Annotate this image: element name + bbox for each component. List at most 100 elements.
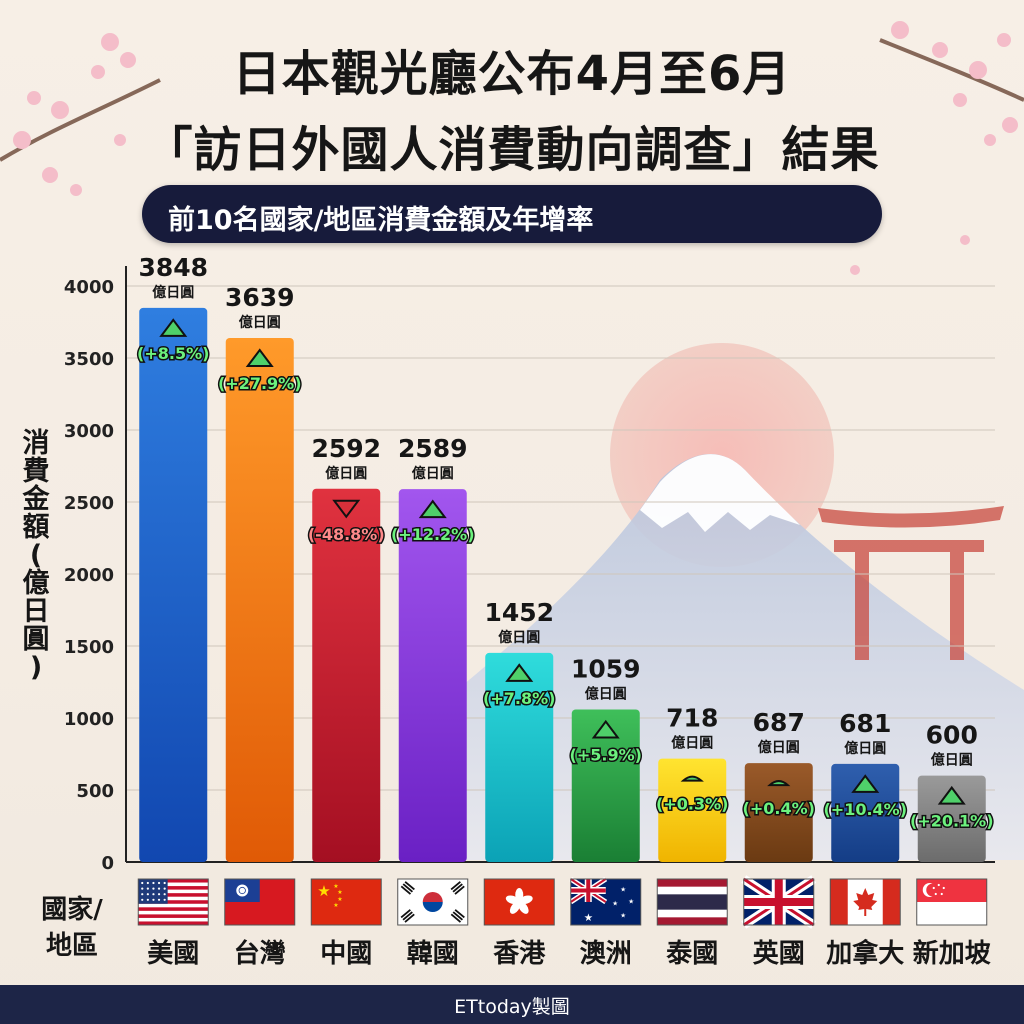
growth-down-arrow: [332, 499, 361, 519]
growth-up-arrow: [159, 318, 188, 337]
growth-up-arrow: [418, 499, 447, 519]
y-axis-label-char: 日: [23, 596, 50, 627]
bar: [485, 652, 554, 862]
bar-unit-label: 億日圓: [671, 735, 713, 752]
y-tick-label: 4000: [64, 277, 114, 298]
growth-label: (+27.9%): [218, 374, 302, 393]
bar: [139, 307, 208, 862]
bar-value-label: 3639: [225, 283, 295, 312]
category-label: 香港: [493, 939, 546, 969]
australia-flag-icon: ★★★★★: [569, 876, 642, 926]
bar-value-label: 681: [839, 709, 891, 738]
category-label: 泰國: [666, 939, 718, 969]
growth-up-arrow: [937, 785, 966, 805]
category-label: 韓國: [407, 939, 459, 969]
taiwan-flag-icon: [224, 878, 296, 926]
hongkong-flag-icon: [483, 878, 555, 926]
x-axis-label-line2: 地區: [46, 931, 98, 961]
y-tick-label: 0: [101, 853, 114, 874]
bar: [312, 488, 381, 862]
bar-value-label: 718: [666, 704, 718, 733]
torii-gate: [818, 506, 1004, 660]
bar-unit-label: 億日圓: [325, 465, 367, 482]
growth-up-arrow: [591, 719, 620, 739]
y-axis-label-char: 費: [23, 456, 50, 487]
footer-bar: [0, 985, 1024, 1024]
bar-value-label: 1452: [484, 598, 554, 627]
growth-up-arrow: [505, 663, 534, 682]
y-axis-label-char: (: [30, 540, 42, 571]
thailand-flag-icon: [656, 878, 728, 926]
category-label: 澳洲: [580, 939, 632, 969]
growth-label: (+5.9%): [570, 746, 642, 765]
bar: [917, 775, 986, 862]
svg-text:★: ★: [584, 912, 593, 924]
bar-unit-label: 億日圓: [239, 314, 281, 331]
svg-text:★: ★: [620, 886, 626, 894]
y-axis-label-char: 額: [23, 512, 50, 543]
category-label: 英國: [753, 939, 805, 969]
category-label: 台灣: [234, 938, 286, 969]
category-label: 新加坡: [913, 938, 991, 969]
growth-label: (-48.8%): [308, 525, 385, 544]
y-axis-label-char: ): [30, 652, 42, 683]
growth-label: (+12.2%): [391, 525, 475, 544]
bar-unit-label: 億日圓: [498, 629, 540, 646]
bar-value-label: 3848: [138, 253, 208, 282]
svg-text:★: ★: [628, 898, 634, 906]
uk-flag-icon: [741, 875, 817, 929]
growth-label: (+20.1%): [910, 812, 994, 831]
growth-label: (+8.5%): [137, 344, 209, 363]
bar-unit-label: 億日圓: [412, 465, 454, 482]
x-axis-label-line1: 國家/: [41, 894, 103, 925]
bar-unit-label: 億日圓: [844, 740, 886, 757]
subtitle-pill: [142, 185, 882, 243]
y-axis-label-char: 金: [22, 483, 51, 515]
svg-text:★: ★: [317, 882, 330, 900]
bar-unit-label: 億日圓: [152, 284, 194, 301]
china-flag-icon: ★ ★★★★: [310, 878, 382, 926]
title-line-1: 日本觀光廳公布4月至6月: [232, 46, 792, 102]
y-tick-label: 2500: [64, 493, 114, 514]
svg-text:★: ★: [337, 896, 342, 903]
svg-text:★: ★: [620, 912, 626, 920]
title-line-2: 「訪日外國人消費動向調查」結果: [144, 122, 880, 178]
bar-value-label: 1059: [571, 655, 641, 684]
category-label: 美國: [147, 938, 199, 969]
y-tick-label: 500: [76, 781, 114, 802]
bar: [744, 763, 813, 862]
korea-flag-icon: [397, 878, 469, 926]
subtitle: 前10名國家/地區消費金額及年增率: [168, 205, 594, 236]
category-label: 加拿大: [826, 938, 904, 969]
footer-credit: ETtoday製圖: [454, 996, 570, 1018]
bar: [225, 337, 294, 862]
bar-value-label: 2589: [398, 434, 468, 463]
bar-unit-label: 億日圓: [758, 739, 800, 756]
y-tick-label: 3500: [64, 349, 114, 370]
bar-value-label: 687: [753, 708, 805, 737]
category-label: 中國: [320, 939, 372, 969]
y-axis-label-char: 圓: [23, 624, 50, 655]
svg-text:★: ★: [333, 883, 338, 890]
growth-up-arrow: [245, 348, 274, 367]
y-tick-label: 2000: [64, 565, 114, 586]
y-axis-label: 消費金額(億日圓): [22, 428, 51, 683]
bar: [658, 758, 727, 862]
cherry-blossom-left: [0, 33, 161, 196]
y-tick-label: 1500: [64, 637, 114, 658]
usa-flag-icon: [137, 878, 209, 926]
growth-label: (+7.8%): [483, 689, 555, 708]
bar-unit-label: 億日圓: [931, 752, 973, 769]
y-tick-label: 1000: [64, 709, 114, 730]
svg-text:★: ★: [337, 889, 342, 896]
growth-up-arrow: [680, 775, 704, 782]
y-axis-label-char: 億: [23, 568, 50, 599]
bar-unit-label: 億日圓: [585, 686, 627, 703]
mount-fuji-snow: [640, 454, 800, 532]
y-tick-label: 3000: [64, 421, 114, 442]
svg-text:★: ★: [612, 900, 618, 908]
canada-flag-icon: [829, 878, 901, 926]
cherry-blossom-right: [850, 21, 1024, 275]
